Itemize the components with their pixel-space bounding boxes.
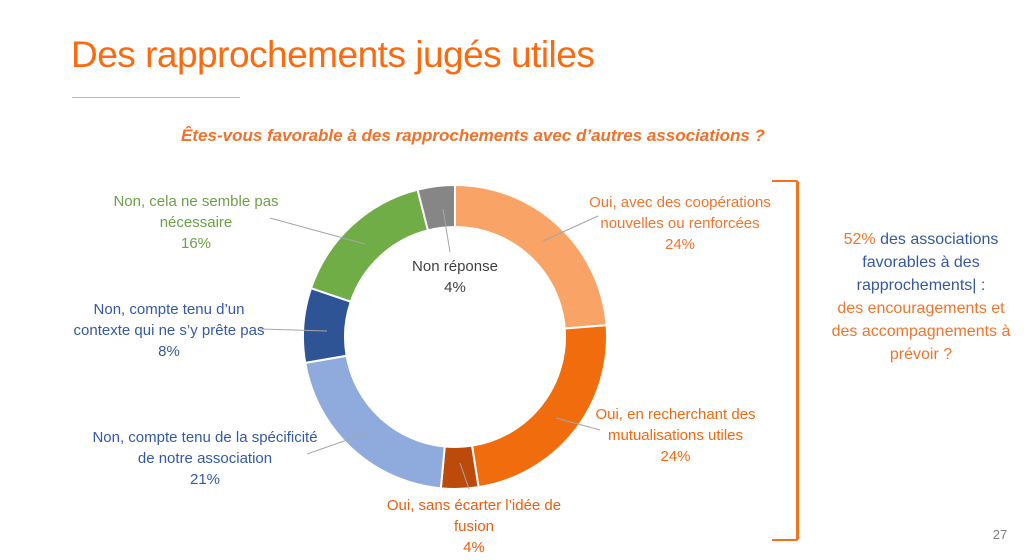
bracket-shape bbox=[772, 180, 799, 541]
title-underline bbox=[72, 97, 240, 98]
label-text: Non, cela ne semble pas nécessaire bbox=[113, 193, 279, 231]
label-text: Non, compte tenu de la spécificité de no… bbox=[92, 429, 318, 467]
label-pct: 16% bbox=[180, 235, 212, 252]
label-text: Oui, sans écarter l’idée de fusion bbox=[386, 497, 562, 535]
donut-segment-3[interactable] bbox=[439, 444, 480, 490]
side-note-highlight: 52% bbox=[843, 231, 876, 248]
label-pct: 24% bbox=[664, 236, 696, 253]
label-non-specificite[interactable]: Non, compte tenu de la spécificité de no… bbox=[92, 427, 318, 490]
page-number: 27 bbox=[992, 527, 1008, 542]
label-non-contexte[interactable]: Non, compte tenu d’un contexte qui ne s’… bbox=[64, 299, 274, 362]
label-text: Non réponse bbox=[412, 258, 498, 275]
label-text: Non, compte tenu d’un contexte qui ne s’… bbox=[73, 301, 265, 339]
label-pct: 24% bbox=[660, 448, 691, 465]
label-pct: 8% bbox=[158, 343, 180, 360]
side-note-blue-line: 52% des associations favorables à des ra… bbox=[830, 228, 1012, 297]
label-pct: 4% bbox=[444, 279, 466, 296]
label-non-reponse[interactable]: Non réponse 4% bbox=[385, 256, 525, 298]
label-text: Oui, en recherchant des mutualisations u… bbox=[595, 406, 756, 444]
side-note-textbox[interactable]: 52% des associations favorables à des ra… bbox=[830, 228, 1012, 366]
label-pct: 4% bbox=[463, 539, 485, 556]
side-note-blue-text: des associations favorables à des rappro… bbox=[856, 231, 999, 294]
donut-chart[interactable] bbox=[299, 181, 611, 493]
side-note-orange-text: des encouragements et des accompagnement… bbox=[831, 300, 1011, 363]
label-pct: 21% bbox=[189, 471, 221, 488]
donut-segment-4[interactable] bbox=[304, 354, 446, 490]
label-non-necessaire[interactable]: Non, cela ne semble pas nécessaire 16% bbox=[96, 191, 296, 254]
chart-question-title[interactable]: Êtes-vous favorable à des rapprochements… bbox=[181, 126, 765, 145]
slide-title[interactable]: Des rapprochements jugés utiles bbox=[71, 34, 595, 75]
label-oui-fusion[interactable]: Oui, sans écarter l’idée de fusion 4% bbox=[376, 495, 572, 558]
label-oui-mutualisations[interactable]: Oui, en recherchant des mutualisations u… bbox=[578, 404, 773, 467]
label-text: Oui, avec des coopérations nouvelles ou … bbox=[589, 194, 771, 232]
label-oui-cooperations[interactable]: Oui, avec des coopérations nouvelles ou … bbox=[580, 192, 780, 255]
